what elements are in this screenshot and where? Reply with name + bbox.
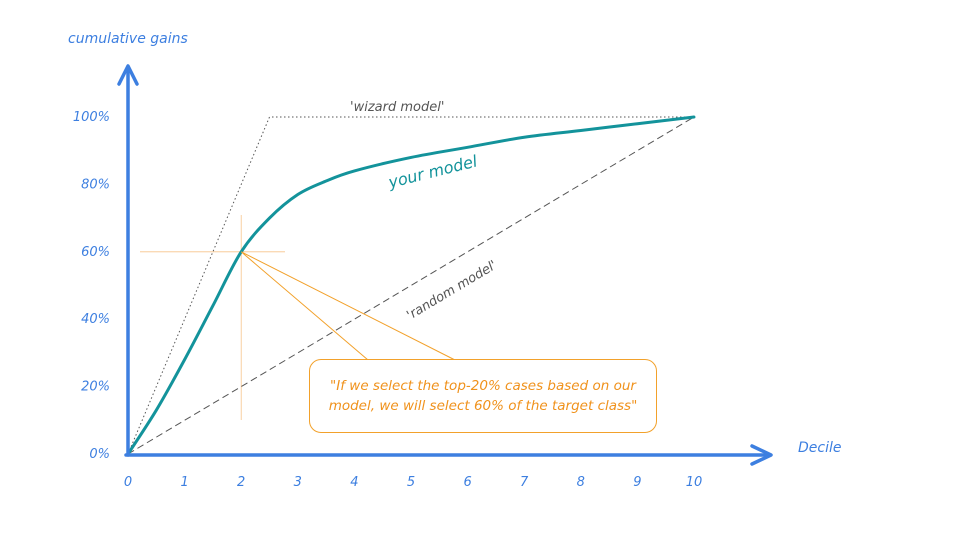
reference-lines: [127, 116, 695, 455]
x-tick-label: 2: [237, 475, 245, 490]
y-tick-label: 100%: [73, 110, 110, 125]
x-tick-label: 9: [633, 475, 641, 490]
tick-labels: 0 1 2 3 4 5 6 7 8 9 100%20%40%60%80%100%: [73, 110, 702, 490]
annotation-text: "If we select the top-20% cases based on…: [328, 378, 638, 414]
your-model-label: your model: [385, 151, 479, 192]
x-tick-label: 6: [463, 475, 471, 490]
random-model-label: 'random model': [404, 258, 499, 323]
y-tick-label: 20%: [81, 380, 110, 395]
x-axis-title: Decile: [798, 440, 841, 456]
y-tick-label: 0%: [89, 447, 110, 462]
x-tick-label: 8: [577, 475, 585, 490]
callout-pointer-lines: [240, 251, 456, 361]
x-tick-label: 0: [124, 475, 132, 490]
x-tick-label: 7: [520, 475, 529, 490]
wizard-model-line: [127, 116, 694, 455]
y-tick-label: 80%: [81, 177, 110, 192]
y-axis-title: cumulative gains: [68, 31, 188, 47]
x-tick-label: 4: [350, 475, 358, 490]
x-tick-label: 10: [686, 475, 703, 490]
annotation-callout: "If we select the top-20% cases based on…: [309, 359, 657, 433]
y-tick-label: 60%: [81, 245, 110, 260]
callout-pointer: [240, 251, 456, 361]
y-tick-label: 40%: [81, 312, 110, 327]
annotation-guides: [140, 215, 285, 420]
x-tick-label: 5: [407, 475, 415, 490]
x-tick-label: 3: [294, 475, 302, 490]
x-tick-label: 1: [180, 475, 188, 490]
x-axis-arrow: [750, 444, 773, 466]
y-axis-arrow: [117, 64, 139, 86]
axes: [117, 64, 773, 466]
wizard-model-label: 'wizard model': [350, 100, 444, 115]
